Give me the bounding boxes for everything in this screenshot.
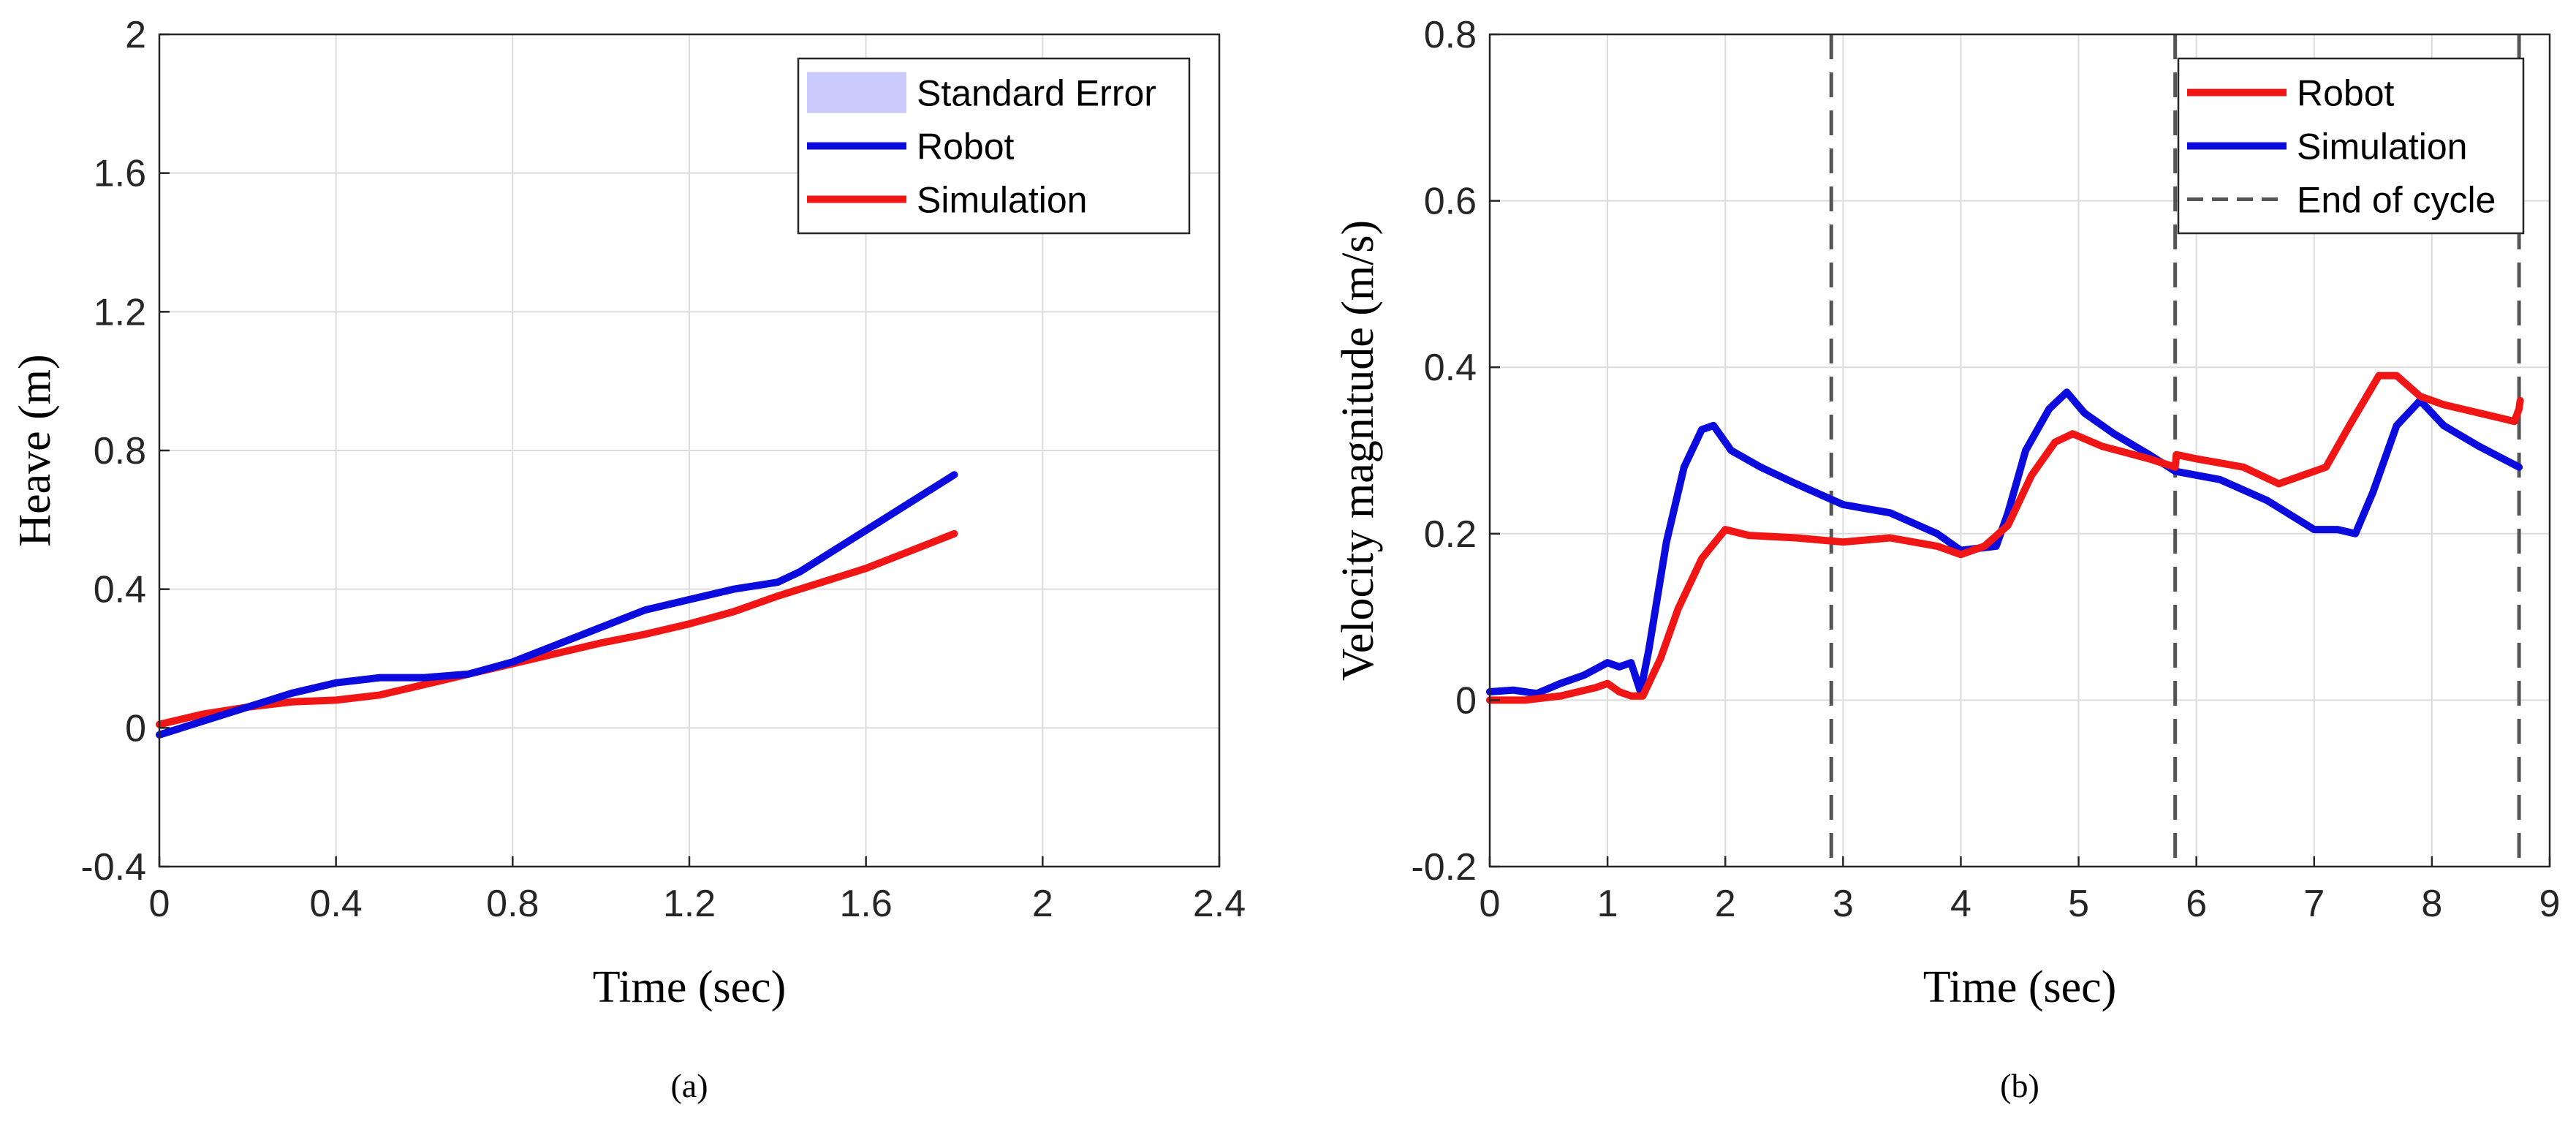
panel-a-x-axis-label: Time (sec): [593, 962, 787, 1012]
x-tick-label: 1.6: [840, 883, 893, 925]
x-tick-label: 8: [2421, 883, 2442, 925]
y-tick-label: 0.4: [1424, 347, 1477, 389]
y-tick-label: -0.2: [1411, 846, 1477, 889]
x-tick-label: 3: [1833, 883, 1854, 925]
y-tick-label: 2: [125, 14, 146, 56]
series-line-robot: [1486, 371, 2524, 704]
x-tick-label: 1.2: [663, 883, 716, 925]
panel-b-x-axis-label: Time (sec): [1923, 962, 2117, 1012]
panel-b-y-axis-label: Velocity magnitude (m/s): [1333, 220, 1383, 681]
panel-a-y-axis-label: Heave (m): [10, 354, 60, 546]
x-tick-label: 2.4: [1193, 883, 1246, 925]
x-tick-label: 6: [2186, 883, 2207, 925]
series-line-robot: [156, 471, 958, 739]
y-tick-label: 0: [125, 707, 146, 750]
legend-swatch: [807, 72, 906, 113]
panel-b-series: [1486, 371, 2524, 704]
legend-label: Simulation: [2297, 127, 2467, 167]
legend-label: Robot: [917, 127, 1015, 167]
panel-b-axes-frame: [1488, 33, 2551, 868]
y-tick-label: 1.6: [94, 153, 146, 195]
y-tick-label: 0.6: [1424, 181, 1477, 223]
y-tick-label: 0.8: [1424, 14, 1477, 56]
legend-label: End of cycle: [2297, 180, 2496, 221]
x-tick-label: 5: [2068, 883, 2089, 925]
series-line-simulation: [156, 529, 958, 728]
panel-b-legend: Robot Simulation End of cycle: [2177, 57, 2525, 235]
y-tick-label: 1.2: [94, 291, 146, 333]
panel-a-tick-labels: 0 0.4 0.8 1.2 1.6 2 2.4-0.400.40.81.21.62: [80, 14, 1246, 925]
panel-b-caption: (b): [2000, 1067, 2039, 1104]
x-tick-label: 1: [1597, 883, 1618, 925]
y-tick-label: 0.2: [1424, 513, 1477, 556]
panel-a-legend: Standard Error Robot Simulation: [797, 57, 1191, 235]
x-tick-label: 4: [1950, 883, 1971, 925]
legend-label: Robot: [2297, 73, 2395, 114]
series-line-simulation: [1486, 388, 2523, 698]
panel-a-heave-chart: 0 0.4 0.8 1.2 1.6 2 2.4-0.400.40.81.21.62 Time…: [10, 14, 1246, 1104]
x-tick-label: 2: [1032, 883, 1053, 925]
y-tick-label: 0.8: [94, 430, 146, 472]
panel-b-tick-labels: 0 1 2 3 4 5 6 7 8 9-0.200.20.40.60.8: [1411, 14, 2560, 925]
x-tick-label: 0.4: [310, 883, 363, 925]
x-tick-label: 2: [1715, 883, 1736, 925]
y-tick-label: 0: [1455, 679, 1477, 722]
legend-label: Simulation: [917, 180, 1087, 221]
x-tick-label: 0: [149, 883, 170, 925]
x-tick-label: 7: [2303, 883, 2325, 925]
y-tick-label: -0.4: [80, 846, 146, 889]
legend-label: Standard Error: [917, 73, 1156, 114]
x-tick-label: 0.8: [486, 883, 539, 925]
panel-a-series: [156, 471, 958, 739]
x-tick-label: 9: [2539, 883, 2561, 925]
x-tick-label: 0: [1480, 883, 1501, 925]
panel-a-caption: (a): [670, 1067, 708, 1104]
y-tick-label: 0.4: [94, 569, 146, 611]
panel-b-velocity-chart: 0 1 2 3 4 5 6 7 8 9-0.200.20.40.60.8 Time (sec) V…: [1333, 14, 2560, 1104]
